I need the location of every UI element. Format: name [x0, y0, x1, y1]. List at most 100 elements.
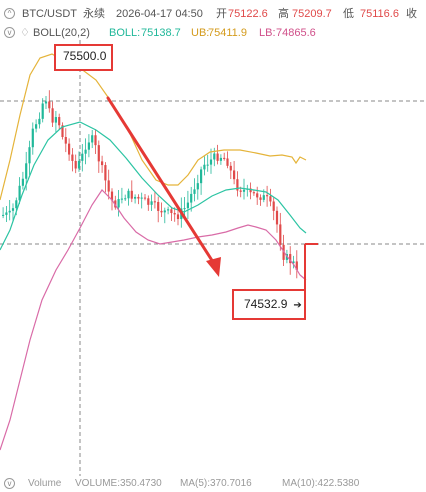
- candle-body: [51, 108, 54, 123]
- candle-body: [110, 191, 114, 201]
- candle-datetime: 2026-04-17 04:50: [116, 8, 203, 20]
- candle-body: [163, 210, 166, 213]
- candle-body: [21, 178, 24, 186]
- candle-body: [15, 200, 18, 209]
- candle-body: [2, 214, 5, 216]
- candle-body: [193, 189, 196, 194]
- candle-body: [233, 170, 236, 180]
- boll-value: 75138.7: [141, 27, 181, 39]
- candle-body: [91, 135, 94, 143]
- candle-body: [153, 201, 156, 203]
- ma5-value: MA(5):370.7016: [180, 478, 252, 489]
- arrow-right-icon: ➔: [293, 300, 302, 311]
- last-price-callout: 74532.9 ➔: [232, 289, 306, 320]
- candle-body: [229, 165, 232, 171]
- ohlc-header: ^ BTC/USDT 永续 2026-04-17 04:50 开 75122.6…: [0, 6, 426, 22]
- high-price-text: 75500.0: [63, 49, 107, 63]
- candle-body: [41, 103, 44, 119]
- high-price-callout: 75500.0: [54, 44, 113, 71]
- candle-body: [147, 198, 150, 205]
- candle-body: [269, 196, 272, 202]
- candle-body: [157, 201, 160, 211]
- close-label: 收: [406, 8, 417, 20]
- candle-body: [209, 159, 213, 165]
- candle-body: [71, 154, 74, 161]
- candle-body: [94, 135, 97, 146]
- chevron-up-icon[interactable]: ^: [4, 8, 15, 19]
- low-label: 低: [343, 8, 354, 20]
- candle-body: [130, 190, 133, 199]
- candle-body: [117, 199, 120, 208]
- volume-label: Volume: [28, 478, 62, 489]
- candle-body: [266, 195, 269, 197]
- ma10-value: MA(10):422.5380: [282, 478, 360, 489]
- candlestick-chart[interactable]: [0, 40, 426, 480]
- candle-body: [84, 149, 87, 154]
- candle-body: [38, 118, 41, 125]
- candle-body: [25, 163, 28, 179]
- candle-body: [81, 153, 84, 161]
- high-label: 高: [278, 8, 289, 20]
- candle-body: [61, 125, 64, 138]
- chevron-down-icon[interactable]: v: [4, 478, 15, 489]
- crosshair: [0, 40, 426, 476]
- candle-body: [87, 142, 90, 150]
- candle-body: [44, 101, 48, 104]
- candle-body: [279, 224, 282, 245]
- chevron-down-icon[interactable]: v: [4, 27, 15, 38]
- candle-body: [289, 254, 292, 264]
- candle-body: [127, 190, 130, 199]
- candle-body: [252, 192, 255, 194]
- ub-label: UB:: [191, 27, 210, 39]
- lb-label: LB:: [259, 27, 276, 39]
- current-price-marker: [304, 243, 318, 300]
- candle-body: [134, 196, 137, 199]
- candles-group: [2, 90, 298, 279]
- open-label: 开: [216, 8, 227, 20]
- candle-body: [74, 160, 77, 169]
- candle-body: [249, 188, 252, 193]
- candle-body: [35, 124, 38, 129]
- ub-value: 75411.9: [208, 27, 247, 39]
- candle-body: [186, 202, 189, 209]
- candle-body: [11, 208, 15, 211]
- candle-body: [242, 189, 246, 192]
- candle-body: [58, 117, 61, 126]
- candle-body: [190, 193, 193, 203]
- candle-body: [256, 193, 259, 198]
- symbol-label: BTC/USDT: [22, 8, 77, 20]
- candle-body: [77, 160, 81, 169]
- candle-body: [259, 197, 262, 200]
- candle-body: [272, 201, 275, 211]
- candle-body: [170, 209, 173, 214]
- candle-body: [124, 198, 127, 200]
- candle-body: [48, 101, 51, 109]
- candle-body: [173, 213, 176, 215]
- candle-body: [137, 196, 140, 199]
- candle-body: [140, 197, 143, 199]
- candle-body: [28, 147, 31, 164]
- lb-value: 74865.6: [276, 27, 316, 39]
- candle-body: [5, 212, 8, 215]
- candle-body: [150, 201, 153, 205]
- boll-label: BOLL:: [109, 27, 141, 39]
- candle-body: [295, 261, 298, 271]
- candle-body: [31, 128, 34, 148]
- candle-body: [216, 153, 219, 161]
- candle-body: [68, 143, 71, 155]
- candle-body: [8, 210, 11, 213]
- candle-body: [120, 198, 123, 200]
- bell-icon[interactable]: ♢: [20, 27, 30, 39]
- candle-body: [219, 157, 222, 161]
- candle-body: [203, 164, 206, 170]
- indicator-name: BOLL(20,2): [33, 27, 90, 39]
- volume-value: VOLUME:350.4730: [75, 478, 162, 489]
- candle-body: [104, 165, 107, 181]
- candle-body: [206, 164, 209, 166]
- lower-band-line: [0, 189, 307, 451]
- candle-body: [143, 197, 147, 199]
- contract-type: 永续: [83, 8, 105, 20]
- candle-body: [64, 137, 67, 144]
- candle-body: [54, 117, 57, 123]
- candle-body: [292, 261, 295, 264]
